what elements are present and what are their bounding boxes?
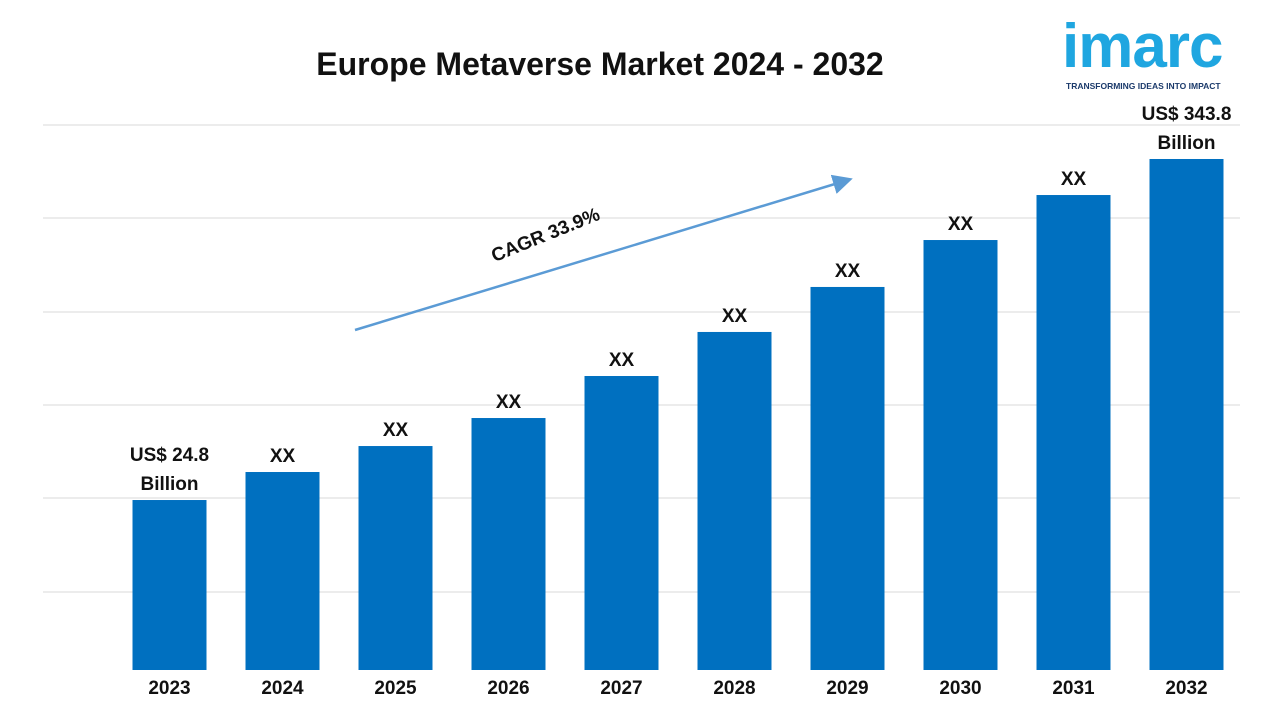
value-label: XX bbox=[382, 420, 409, 442]
x-tick-label: 2026 bbox=[487, 678, 530, 699]
value-label: US$ 343.8 Billion bbox=[1141, 103, 1232, 154]
x-tick-label: 2024 bbox=[261, 678, 304, 699]
x-tick-label: 2029 bbox=[826, 678, 869, 699]
x-tick-label: 2031 bbox=[1052, 678, 1095, 699]
x-tick-label: 2027 bbox=[600, 678, 643, 699]
bar bbox=[923, 240, 998, 670]
value-label: XX bbox=[947, 214, 974, 236]
bar bbox=[1036, 195, 1111, 670]
value-label: XX bbox=[495, 392, 522, 414]
bar bbox=[132, 500, 207, 670]
bar bbox=[810, 286, 885, 670]
value-label: XX bbox=[269, 446, 296, 467]
value-label: XX bbox=[608, 350, 635, 371]
bar bbox=[245, 472, 320, 670]
bar bbox=[584, 376, 659, 670]
bar bbox=[358, 446, 433, 670]
x-tick-label: 2028 bbox=[713, 678, 756, 699]
chart-title: Europe Metaverse Market 2024 - 2032 bbox=[316, 46, 884, 82]
x-tick-label: 2023 bbox=[148, 678, 191, 699]
logo-tagline: TRANSFORMING IDEAS INTO IMPACT bbox=[1066, 81, 1221, 91]
bar bbox=[697, 331, 772, 670]
x-tick-label: 2025 bbox=[374, 678, 417, 699]
bar bbox=[471, 418, 546, 670]
value-label: XX bbox=[1060, 169, 1087, 191]
cagr-arrow bbox=[354, 174, 853, 332]
value-label: US$ 24.8 Billion bbox=[129, 445, 210, 496]
bars bbox=[132, 158, 1224, 671]
value-label: XX bbox=[721, 305, 748, 327]
value-label: XX bbox=[834, 260, 861, 282]
x-tick-label: 2030 bbox=[939, 678, 982, 699]
bar bbox=[1149, 158, 1224, 671]
x-tick-label: 2032 bbox=[1165, 678, 1208, 699]
logo-name: imarc bbox=[1062, 12, 1223, 81]
